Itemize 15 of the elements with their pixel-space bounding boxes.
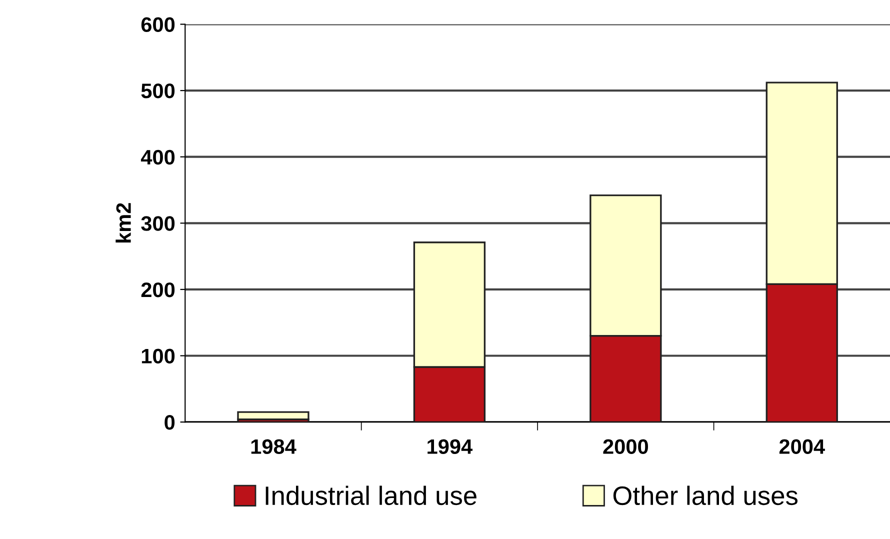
legend-label: Industrial land use xyxy=(266,486,476,506)
y-tick-label: 200 xyxy=(141,282,175,298)
y-tick-label: 500 xyxy=(141,84,175,98)
legend-label: Other land uses xyxy=(613,486,798,506)
y-tick-label: 400 xyxy=(140,150,175,165)
x-tick-label: 2000 xyxy=(603,439,648,454)
x-tick-label: 2004 xyxy=(779,439,825,454)
y-tick-label: 300 xyxy=(141,216,175,231)
x-tick-label: 1984 xyxy=(251,439,296,454)
y-tick-label: 0 xyxy=(164,415,175,430)
x-tick-label: 1994 xyxy=(428,439,473,454)
y-axis-title: km2 xyxy=(116,203,131,243)
y-tick-label: 100 xyxy=(142,348,175,364)
bar xyxy=(237,411,310,420)
y-tick-label: 600 xyxy=(141,17,175,32)
